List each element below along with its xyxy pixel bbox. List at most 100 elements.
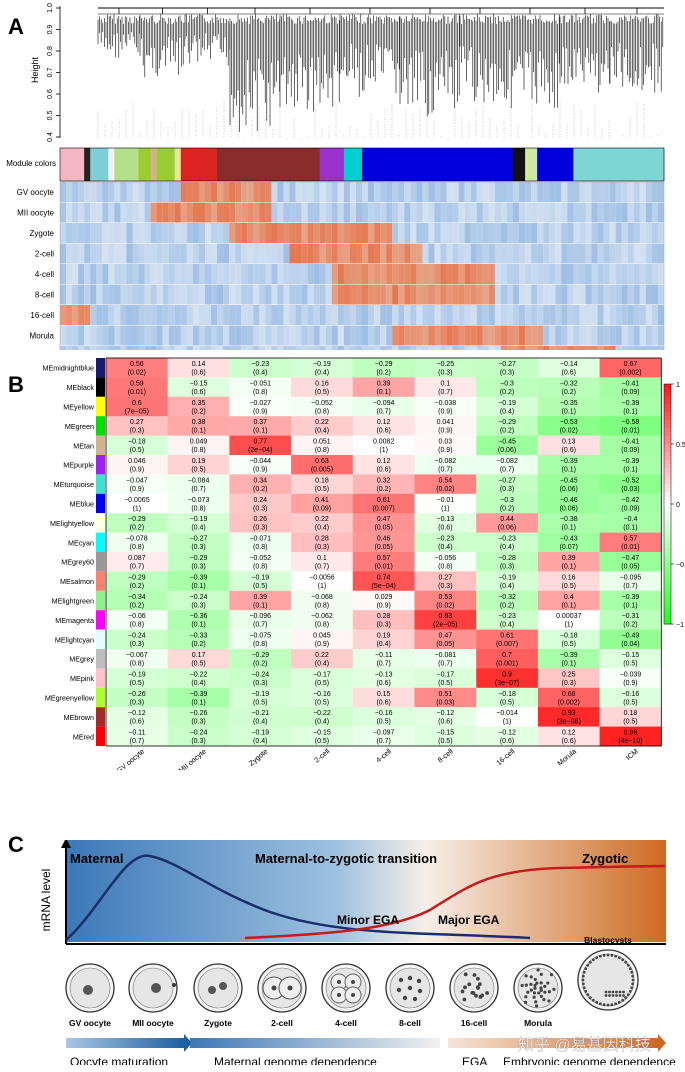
cell-pvalue: (0.2) bbox=[191, 641, 205, 648]
heatmap-cell bbox=[229, 377, 292, 398]
cell-correlation: −0.28 bbox=[498, 555, 516, 562]
heatmap-cell bbox=[352, 668, 415, 689]
cell-pvalue: (0.1) bbox=[562, 564, 576, 571]
module-color-segment bbox=[513, 148, 526, 181]
trait-row-label: 8-cell bbox=[35, 291, 54, 300]
heatmap-cell bbox=[291, 435, 354, 456]
heatmap-cell bbox=[106, 377, 168, 398]
heatmap-cell bbox=[106, 416, 168, 436]
dendrogram-tree bbox=[97, 7, 664, 140]
stage-label: Zygote bbox=[204, 1018, 232, 1028]
heatmap-cell bbox=[167, 687, 230, 708]
heatmap-cell bbox=[167, 435, 230, 456]
cell-correlation: −0.19 bbox=[251, 691, 269, 698]
cell-pvalue: (0.5) bbox=[315, 389, 329, 396]
cell-pvalue: (0.5) bbox=[253, 583, 267, 590]
cell-pvalue: (0.2) bbox=[500, 428, 514, 435]
module-color-swatch bbox=[96, 610, 105, 630]
cell-correlation: 0.28 bbox=[315, 536, 329, 543]
cell-correlation: 0.15 bbox=[377, 691, 391, 698]
heatmap-cell bbox=[414, 649, 477, 669]
cell-pvalue: (0.2) bbox=[253, 661, 267, 668]
heatmap-cell bbox=[167, 610, 230, 630]
embryonic-dependence-label: Embryonic genome dependence bbox=[503, 1055, 676, 1065]
heatmap-cell bbox=[106, 435, 168, 456]
embryo-stage-illustration bbox=[65, 963, 115, 1013]
cell-pvalue: (0.4) bbox=[315, 719, 329, 726]
cell-pvalue: (0.03) bbox=[621, 486, 639, 493]
cell-pvalue: (0.8) bbox=[315, 622, 329, 629]
cell-pvalue: (0.09) bbox=[621, 447, 639, 454]
heatmap-cell bbox=[167, 493, 230, 514]
cell-pvalue: (0.2) bbox=[130, 602, 144, 609]
cell-correlation: −0.097 bbox=[373, 730, 395, 737]
heatmap-cell bbox=[537, 435, 600, 456]
heatmap-cell bbox=[167, 377, 230, 398]
heatmap-cell bbox=[537, 590, 600, 611]
module-color-segment bbox=[319, 148, 345, 181]
cell-correlation: 0.16 bbox=[562, 574, 576, 581]
cell-correlation: 0.12 bbox=[377, 458, 391, 465]
cell-pvalue: (0.8) bbox=[315, 602, 329, 609]
module-color-segment bbox=[573, 148, 665, 181]
legend-tick-label: 0 bbox=[676, 502, 680, 509]
cell-pvalue: (0.5) bbox=[191, 661, 205, 668]
stage-label: Morula bbox=[524, 1018, 552, 1028]
heatmap-cell bbox=[414, 416, 477, 436]
cell-correlation: 0.17 bbox=[192, 652, 206, 659]
cell-correlation: −0.23 bbox=[251, 361, 269, 368]
cell-pvalue: (0.001) bbox=[496, 661, 518, 668]
heatmap-cell bbox=[476, 396, 539, 417]
module-color-swatch bbox=[96, 668, 105, 688]
module-color-swatch bbox=[96, 513, 105, 533]
cell-pvalue: (0.09) bbox=[621, 505, 639, 512]
heatmap-cell bbox=[599, 610, 662, 630]
cell-pvalue: (0.5) bbox=[130, 447, 144, 454]
cell-pvalue: (0.1) bbox=[376, 389, 390, 396]
cell-pvalue: (0.1) bbox=[623, 602, 637, 609]
module-row-label: MEpink bbox=[70, 674, 94, 683]
trait-row-label: 4-cell bbox=[35, 270, 54, 279]
embryo-stage-illustration bbox=[128, 963, 178, 1013]
cell-correlation: −0.35 bbox=[560, 400, 578, 407]
heatmap-cell bbox=[599, 416, 662, 436]
heatmap-cell bbox=[414, 590, 477, 611]
cell-pvalue: (0.5) bbox=[562, 641, 576, 648]
heatmap-cell bbox=[537, 474, 600, 495]
heatmap-cell bbox=[291, 726, 354, 747]
cell-correlation: 0.53 bbox=[439, 594, 453, 601]
module-color-segment bbox=[90, 148, 109, 181]
cell-pvalue: (0.02) bbox=[560, 428, 578, 435]
cell-pvalue: (0.05) bbox=[436, 641, 454, 648]
heatmap-cell bbox=[352, 571, 415, 592]
heatmap-cell bbox=[352, 416, 415, 436]
zygotic-label: Zygotic bbox=[582, 851, 628, 866]
heatmap-cell bbox=[106, 707, 168, 727]
cell-pvalue: (0.06) bbox=[560, 486, 578, 493]
heatmap-cell bbox=[352, 455, 415, 475]
module-color-swatch bbox=[96, 435, 105, 455]
maternal-curve bbox=[65, 854, 531, 941]
cell-correlation: 0.16 bbox=[315, 380, 329, 387]
heatmap-cell bbox=[476, 649, 539, 669]
heatmap-cell bbox=[352, 629, 415, 650]
cell-correlation: −0.19 bbox=[190, 516, 208, 523]
cell-pvalue: (0.1) bbox=[253, 428, 267, 435]
module-color-swatch bbox=[96, 571, 105, 591]
cell-pvalue: (0.6) bbox=[438, 719, 452, 726]
y-tick-label: 0.8 bbox=[47, 46, 54, 56]
heatmap-cell bbox=[414, 493, 477, 514]
cell-correlation: −0.01 bbox=[436, 497, 454, 504]
heatmap-cell bbox=[599, 396, 662, 417]
cell-correlation: −0.45 bbox=[498, 439, 516, 446]
module-color-swatch bbox=[96, 396, 105, 417]
heatmap-cell bbox=[229, 358, 292, 378]
heatmap-cell bbox=[599, 726, 662, 747]
heatmap-cell bbox=[167, 396, 230, 417]
heatmap-cell bbox=[229, 629, 292, 650]
cell-correlation: −0.039 bbox=[620, 671, 642, 678]
cell-pvalue: (0.4) bbox=[500, 408, 514, 415]
cell-pvalue: (0.06) bbox=[498, 447, 516, 454]
heatmap-cell bbox=[106, 493, 168, 514]
heatmap-cell bbox=[537, 532, 600, 553]
